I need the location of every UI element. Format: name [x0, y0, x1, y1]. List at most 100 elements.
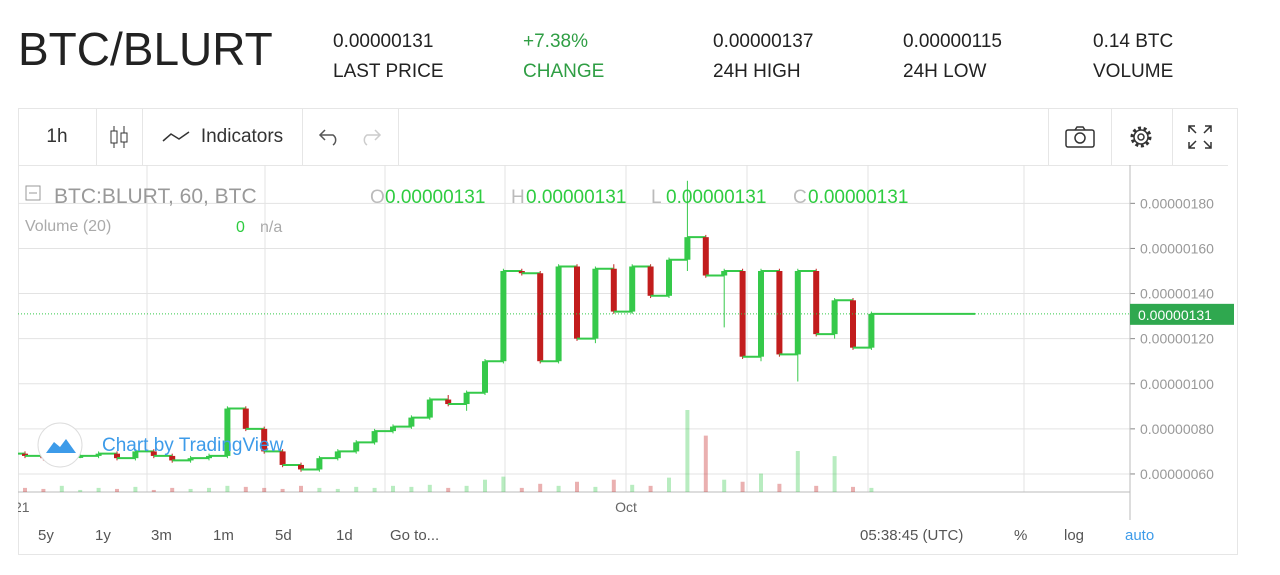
volume-bar	[299, 485, 303, 492]
volume-bar	[78, 489, 83, 492]
y-tick-label: 0.00000140	[1140, 286, 1214, 302]
ohlc-value: 0.00000131	[808, 187, 908, 208]
toolbar: 1h Indicators	[18, 108, 1228, 166]
volume-bar	[96, 487, 101, 492]
volume-bar	[262, 487, 267, 492]
volume-bar	[740, 481, 745, 492]
chart: 0.00000060 0.00000080 0.00000100 0.00000120…	[18, 165, 1234, 520]
range-button[interactable]: 5y	[38, 527, 54, 544]
indicators-button[interactable]: Indicators	[142, 108, 303, 165]
symbol-legend: BTC:BLURT, 60, BTC	[54, 185, 257, 208]
range-button[interactable]: 5d	[275, 527, 292, 544]
candle-body	[610, 268, 617, 312]
volume-bar	[354, 486, 359, 492]
chart-type-button[interactable]	[96, 108, 143, 165]
range-button[interactable]: 1y	[95, 527, 111, 544]
candle-body	[279, 451, 286, 465]
auto-button[interactable]: auto	[1125, 527, 1155, 544]
candle-body	[334, 451, 341, 459]
stat-label: 24H LOW	[903, 61, 987, 82]
volume-bar	[851, 486, 855, 492]
candle-body	[298, 464, 304, 470]
last-price-label: 0.00000131	[1138, 307, 1212, 323]
candle-body	[518, 270, 525, 274]
volume-bar	[372, 487, 377, 492]
candle-body	[316, 458, 323, 470]
candle-body	[77, 455, 84, 458]
volume-bar	[869, 487, 874, 492]
snapshot-button[interactable]	[1048, 108, 1112, 165]
candle-body	[242, 408, 249, 429]
y-tick-label: 0.00000160	[1140, 240, 1214, 256]
volume-bar	[501, 476, 506, 492]
watermark-logo	[37, 422, 83, 468]
candle-body	[224, 408, 231, 456]
volume-bar	[722, 479, 727, 492]
candle-body	[390, 426, 396, 432]
volume-bar	[464, 485, 469, 492]
candle-body	[666, 259, 672, 296]
stat-label: LAST PRICE	[333, 61, 444, 82]
stat-value: 0.00000115	[903, 31, 1002, 52]
volume-bar	[667, 477, 671, 492]
range-button[interactable]: 1d	[336, 527, 353, 544]
indicators-label: Indicators	[200, 125, 284, 147]
log-button[interactable]: log	[1064, 527, 1085, 544]
stat-label: CHANGE	[523, 61, 605, 82]
candle-body	[684, 237, 691, 260]
stat-value: 0.14 BTC	[1093, 31, 1174, 52]
candle-body	[261, 428, 268, 452]
candle-body	[702, 237, 709, 276]
volume-bar	[483, 479, 487, 492]
y-tick-label: 0.00000180	[1140, 195, 1214, 211]
undo-icon	[318, 128, 382, 146]
fullscreen-button[interactable]	[1172, 108, 1228, 165]
candle-body	[408, 417, 415, 427]
candle-body	[629, 266, 636, 312]
goto-button[interactable]: Go to...	[390, 527, 440, 544]
volume-bar	[41, 488, 46, 492]
volume-bar	[611, 479, 616, 492]
settings-button[interactable]	[1110, 108, 1173, 165]
volume-bar	[59, 485, 64, 492]
candle-body	[647, 266, 654, 296]
y-tick-label: 0.00000080	[1140, 421, 1214, 437]
candle-body	[187, 458, 194, 461]
candle-body	[426, 399, 433, 418]
candle-body	[169, 455, 176, 461]
indicator-icon	[162, 130, 190, 142]
watermark-text: Chart by TradingView	[102, 435, 284, 456]
percent-button[interactable]: %	[1014, 527, 1028, 544]
volume-bar	[391, 485, 395, 492]
volume-bar	[243, 486, 248, 492]
volume-bar	[832, 456, 837, 492]
candle-body	[592, 268, 599, 339]
candle-body	[132, 451, 139, 459]
candle-body	[868, 313, 875, 348]
range-button[interactable]: 1m	[213, 527, 234, 544]
stat-label: 24H HIGH	[713, 61, 801, 82]
candle-body	[463, 392, 470, 405]
candle-body	[22, 453, 28, 456]
volume-bar	[575, 481, 579, 492]
candle-body	[850, 300, 856, 348]
bottom-toolbar: 5y 1y 3m 1m 5d 1d Go to... 05:38:45 (UTC)% log au…	[18, 521, 1230, 550]
candle-body	[794, 270, 801, 355]
ohlc-key: L	[651, 187, 662, 208]
volume-bar	[188, 488, 193, 492]
volume-bar	[225, 485, 230, 492]
candle-body	[445, 399, 452, 405]
candle-body	[206, 455, 212, 459]
candle-body	[95, 453, 102, 456]
undo-redo[interactable]	[302, 108, 399, 165]
range-button[interactable]: 3m	[151, 527, 172, 544]
volume-bar	[170, 487, 175, 492]
volume-bar	[23, 487, 27, 492]
y-tick-label: 0.00000060	[1140, 466, 1214, 482]
ohlc-value: 0.00000131	[526, 187, 626, 208]
interval-button[interactable]: 1h	[18, 108, 97, 165]
stat-label: VOLUME	[1093, 61, 1174, 82]
candle-body	[739, 270, 746, 357]
ohlc-key: C	[793, 187, 807, 208]
candle-body	[537, 273, 544, 362]
